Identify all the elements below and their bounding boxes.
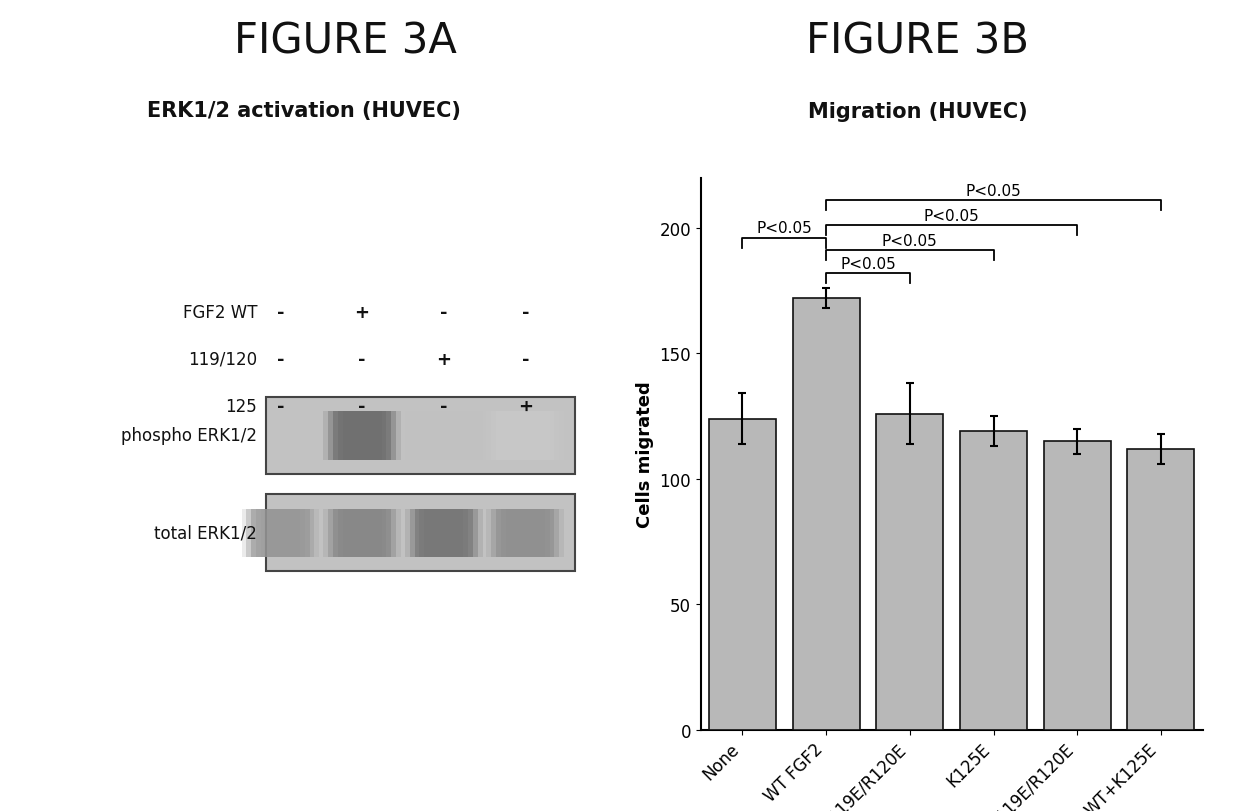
Bar <box>409 412 467 461</box>
Bar <box>404 412 463 461</box>
Text: +: + <box>518 397 533 415</box>
Text: -: - <box>277 303 284 321</box>
Bar <box>247 509 305 558</box>
Bar <box>342 509 401 558</box>
Bar <box>481 509 539 558</box>
Bar <box>401 412 459 461</box>
Bar <box>337 509 396 558</box>
Bar <box>414 509 472 558</box>
Text: ERK1/2 activation (HUVEC): ERK1/2 activation (HUVEC) <box>146 101 461 122</box>
Bar <box>511 509 569 558</box>
Bar <box>252 509 310 558</box>
Bar <box>409 509 467 558</box>
Bar <box>404 509 463 558</box>
Text: -: - <box>522 350 529 368</box>
Text: -: - <box>440 397 448 415</box>
Text: -: - <box>277 397 284 415</box>
Bar <box>429 412 487 461</box>
Text: -: - <box>358 397 366 415</box>
Bar <box>709 419 776 730</box>
Bar <box>265 397 575 474</box>
Text: -: - <box>440 303 448 321</box>
Bar <box>491 412 549 461</box>
Bar <box>265 495 575 572</box>
Text: P<0.05: P<0.05 <box>756 221 812 236</box>
Bar <box>265 509 324 558</box>
Text: total ERK1/2: total ERK1/2 <box>154 524 257 543</box>
Bar <box>419 412 477 461</box>
Bar <box>877 414 944 730</box>
Text: +: + <box>436 350 451 368</box>
Text: +: + <box>355 303 370 321</box>
Text: 125: 125 <box>226 397 257 415</box>
Text: Migration (HUVEC): Migration (HUVEC) <box>807 101 1028 122</box>
Bar <box>342 412 401 461</box>
Bar <box>319 509 377 558</box>
Bar <box>414 412 472 461</box>
Text: -: - <box>522 303 529 321</box>
Text: FGF2 WT: FGF2 WT <box>182 303 257 321</box>
Text: -: - <box>358 350 366 368</box>
Bar <box>511 412 569 461</box>
Bar <box>491 509 549 558</box>
Bar <box>506 509 564 558</box>
Bar <box>262 509 320 558</box>
Bar <box>324 509 382 558</box>
Bar <box>501 412 559 461</box>
Bar <box>496 412 554 461</box>
Bar <box>347 412 405 461</box>
Bar <box>792 298 859 730</box>
Text: FIGURE 3A: FIGURE 3A <box>234 20 456 62</box>
Text: P<0.05: P<0.05 <box>841 256 895 271</box>
Text: -: - <box>277 350 284 368</box>
Bar <box>1044 442 1111 730</box>
Bar <box>506 412 564 461</box>
Bar <box>486 412 544 461</box>
Bar <box>257 509 315 558</box>
Bar <box>486 509 544 558</box>
Bar <box>424 509 482 558</box>
Bar <box>242 509 300 558</box>
Bar <box>237 509 295 558</box>
Text: P<0.05: P<0.05 <box>966 183 1022 199</box>
Bar <box>429 509 487 558</box>
Bar <box>424 412 482 461</box>
Bar <box>496 509 554 558</box>
Text: 119/120: 119/120 <box>188 350 257 368</box>
Y-axis label: Cells migrated: Cells migrated <box>636 381 653 527</box>
Text: P<0.05: P<0.05 <box>882 234 937 249</box>
Bar <box>332 412 391 461</box>
Bar <box>501 509 559 558</box>
Bar <box>324 412 382 461</box>
Bar <box>1127 449 1194 730</box>
Bar <box>347 509 405 558</box>
Text: P<0.05: P<0.05 <box>924 208 980 224</box>
Bar <box>481 412 539 461</box>
Bar <box>329 412 387 461</box>
Text: phospho ERK1/2: phospho ERK1/2 <box>122 427 257 445</box>
Bar <box>419 509 477 558</box>
Bar <box>329 509 387 558</box>
Bar <box>401 509 459 558</box>
Bar <box>337 412 396 461</box>
Text: FIGURE 3B: FIGURE 3B <box>806 20 1029 62</box>
Bar <box>960 431 1027 730</box>
Bar <box>332 509 391 558</box>
Bar <box>319 412 377 461</box>
